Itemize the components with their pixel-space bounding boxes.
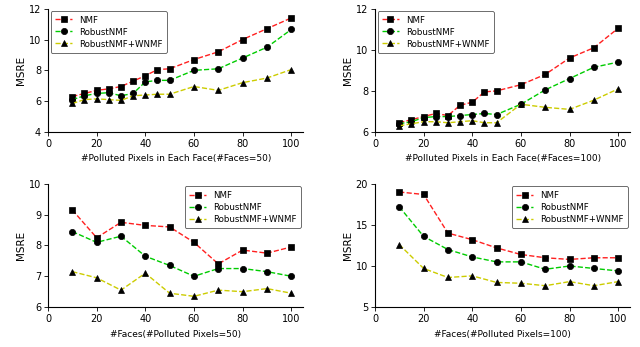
Legend: NMF, RobustNMF, RobustNMF+WNMF: NMF, RobustNMF, RobustNMF+WNMF (184, 186, 301, 228)
Y-axis label: MSRE: MSRE (343, 56, 353, 85)
Y-axis label: MSRE: MSRE (16, 231, 26, 260)
Y-axis label: MSRE: MSRE (343, 231, 353, 260)
X-axis label: #Faces(#Polluted Pixels=50): #Faces(#Polluted Pixels=50) (110, 330, 241, 339)
Legend: NMF, RobustNMF, RobustNMF+WNMF: NMF, RobustNMF, RobustNMF+WNMF (378, 11, 494, 53)
X-axis label: #Polluted Pixels in Each Face(#Faces=100): #Polluted Pixels in Each Face(#Faces=100… (404, 154, 601, 163)
X-axis label: #Faces(#Polluted Pixels=100): #Faces(#Polluted Pixels=100) (435, 330, 571, 339)
X-axis label: #Polluted Pixels in Each Face(#Faces=50): #Polluted Pixels in Each Face(#Faces=50) (81, 154, 271, 163)
Legend: NMF, RobustNMF, RobustNMF+WNMF: NMF, RobustNMF, RobustNMF+WNMF (511, 186, 628, 228)
Y-axis label: MSRE: MSRE (16, 56, 26, 85)
Legend: NMF, RobustNMF, RobustNMF+WNMF: NMF, RobustNMF, RobustNMF+WNMF (51, 11, 167, 53)
